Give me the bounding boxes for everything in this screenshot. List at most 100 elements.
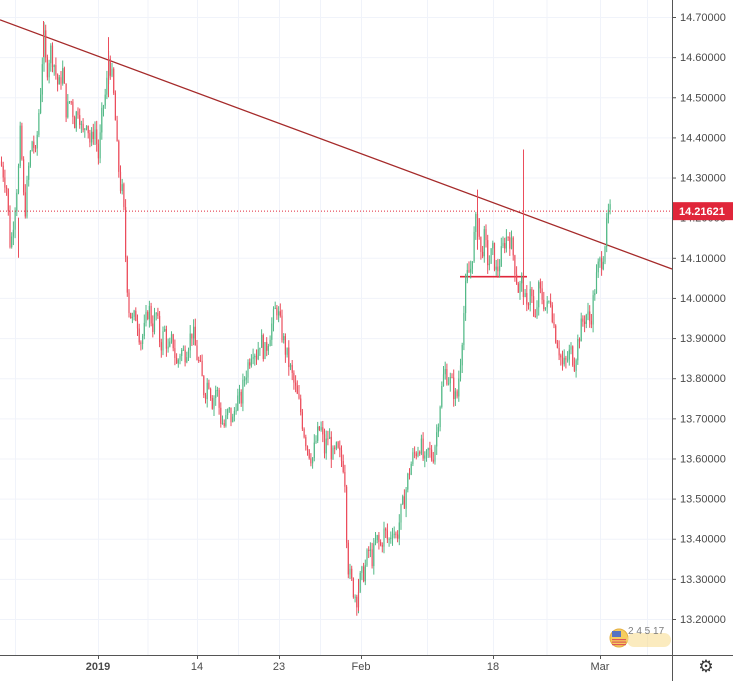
- watermark-flag-stripe: [612, 644, 626, 646]
- candle-body: [266, 342, 268, 351]
- candle-body: [14, 211, 16, 230]
- candle-body: [352, 578, 354, 598]
- candle-body: [493, 242, 496, 270]
- candle-body: [23, 159, 25, 193]
- candle-body: [162, 331, 164, 351]
- candle-body: [126, 257, 128, 293]
- candle-body: [147, 312, 149, 320]
- candle-body: [327, 438, 329, 440]
- candle-body: [283, 336, 285, 341]
- candle-body: [431, 449, 433, 460]
- candle-body: [133, 310, 135, 317]
- candle-body: [82, 123, 84, 131]
- candle-body: [135, 310, 137, 321]
- candle-body: [453, 377, 455, 400]
- candle-body: [550, 300, 552, 306]
- candle-body: [369, 549, 371, 551]
- candle-body: [609, 204, 611, 210]
- candle-body: [434, 446, 436, 462]
- candle-body: [170, 334, 173, 342]
- candle-body: [296, 385, 298, 394]
- y-tick-label: 13.40000: [680, 534, 726, 546]
- candle-body: [456, 391, 458, 397]
- candle-body: [136, 320, 139, 329]
- candle-body: [471, 261, 473, 269]
- candle-body: [191, 333, 193, 339]
- candle-body: [522, 277, 524, 298]
- candle-body: [577, 339, 579, 361]
- candle-body: [541, 288, 543, 300]
- price-axis-bg: [672, 0, 733, 681]
- candle-body: [26, 179, 28, 217]
- watermark-logo: 2 4 5 17: [609, 626, 671, 648]
- candle-body: [119, 171, 122, 191]
- candle-body: [249, 362, 251, 366]
- candle-body: [521, 277, 523, 284]
- candle-body: [584, 321, 586, 324]
- candle-body: [208, 382, 210, 389]
- candle-body: [539, 282, 541, 289]
- candle-body: [220, 407, 222, 424]
- candle-body: [354, 596, 356, 598]
- candle-body: [415, 453, 417, 457]
- y-tick-label: 13.90000: [680, 333, 726, 345]
- candle-body: [169, 341, 171, 347]
- candle-body: [211, 397, 213, 409]
- candle-body: [560, 355, 562, 358]
- candle-body: [485, 229, 487, 241]
- candle-body: [429, 448, 431, 450]
- y-tick-label: 14.30000: [680, 173, 726, 185]
- candle-body: [34, 147, 37, 149]
- candle-body: [368, 549, 370, 551]
- candle-body: [589, 311, 591, 321]
- candle-body: [55, 65, 57, 75]
- candle-body: [267, 346, 269, 351]
- candle-body: [500, 246, 502, 267]
- candle-body: [148, 305, 150, 320]
- candle-body: [298, 393, 300, 399]
- candle-body: [233, 410, 235, 417]
- candle-body: [305, 437, 307, 447]
- candle-body: [492, 242, 494, 249]
- candle-body: [40, 94, 42, 113]
- watermark-logo: 2 4 5 17: [609, 626, 671, 648]
- candle-body: [558, 347, 560, 356]
- candle-body: [164, 329, 166, 332]
- trend-line[interactable]: [0, 19, 673, 270]
- candle-body: [102, 105, 105, 108]
- candle-body: [96, 129, 98, 144]
- candle-body: [323, 434, 326, 454]
- drawings[interactable]: [0, 19, 673, 278]
- watermark-flag-stripe: [612, 641, 626, 643]
- candle-body: [87, 125, 89, 134]
- candle-body: [408, 473, 411, 475]
- candle-body: [516, 274, 518, 284]
- candle-body: [300, 398, 302, 413]
- candle-body: [259, 347, 261, 350]
- candle-body: [62, 68, 64, 84]
- candle-body: [410, 463, 412, 475]
- candle-body: [106, 77, 108, 95]
- candle-body: [380, 541, 382, 545]
- y-tick-label: 13.20000: [680, 614, 726, 626]
- candle-body: [68, 101, 71, 103]
- candle-body: [159, 315, 161, 343]
- candle-body: [278, 311, 280, 316]
- candle-body: [97, 143, 99, 159]
- candle-body: [182, 349, 184, 351]
- candle-body: [533, 296, 535, 316]
- candle-body: [553, 322, 555, 326]
- candle-body: [216, 389, 218, 391]
- candle-body: [602, 261, 604, 270]
- candle-body: [261, 335, 263, 348]
- candle-body: [444, 368, 446, 375]
- candle-body: [606, 218, 608, 247]
- candle-body: [517, 283, 519, 293]
- settings-gear-icon[interactable]: ⚙: [698, 657, 714, 677]
- candle-body: [125, 207, 127, 258]
- candle-body: [556, 342, 558, 348]
- candle-body: [398, 522, 400, 539]
